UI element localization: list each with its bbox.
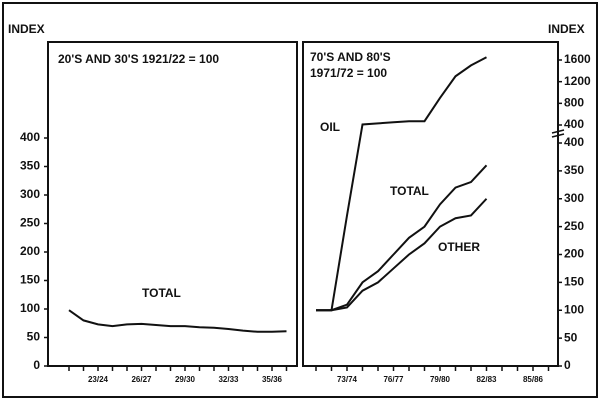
y-tick-label: 400 bbox=[564, 135, 584, 149]
panel-subtitle: 1971/72 = 100 bbox=[310, 66, 387, 80]
right-panel bbox=[302, 41, 559, 367]
y-tick-label: 150 bbox=[20, 273, 40, 287]
series-line bbox=[316, 198, 488, 312]
x-tick-label: 79/80 bbox=[430, 375, 451, 384]
x-tick-label: 35/36 bbox=[262, 375, 283, 384]
y-tick-label: 0 bbox=[33, 358, 40, 372]
y-tick-label: 350 bbox=[20, 159, 40, 173]
panel-title: 20'S AND 30'S 1921/22 = 100 bbox=[58, 52, 219, 66]
x-tick-label: 82/83 bbox=[476, 375, 497, 384]
panel-title: 70'S AND 80'S bbox=[310, 50, 391, 64]
series-label: TOTAL bbox=[390, 184, 429, 198]
axis-break bbox=[551, 133, 565, 138]
x-tick-label: 26/27 bbox=[131, 375, 152, 384]
y-axis-title: INDEX bbox=[8, 22, 45, 36]
y-tick-label: 250 bbox=[564, 219, 584, 233]
y-tick-label: 100 bbox=[20, 301, 40, 315]
x-tick-label: 32/33 bbox=[218, 375, 239, 384]
x-tick-label: 29/30 bbox=[175, 375, 196, 384]
x-tick-label: 85/86 bbox=[523, 375, 544, 384]
x-tick-label: 23/24 bbox=[88, 375, 109, 384]
y-tick-label: 50 bbox=[564, 330, 578, 344]
series-label: OIL bbox=[320, 120, 340, 134]
y-tick-label: 200 bbox=[564, 247, 584, 261]
y-axis-title: INDEX bbox=[548, 22, 585, 36]
series-line bbox=[316, 164, 488, 312]
axis-break bbox=[551, 129, 565, 134]
y-tick-label: 150 bbox=[564, 275, 584, 289]
series-line bbox=[68, 309, 287, 333]
y-tick-label: 800 bbox=[564, 96, 584, 110]
y-tick-label: 50 bbox=[27, 330, 41, 344]
x-tick-label: 76/77 bbox=[383, 375, 404, 384]
y-tick-label: 350 bbox=[564, 163, 584, 177]
y-tick-label: 100 bbox=[564, 302, 584, 316]
y-tick-label: 400 bbox=[20, 130, 40, 144]
series-line bbox=[316, 56, 487, 312]
x-tick-label: 73/74 bbox=[337, 375, 358, 384]
y-tick-label: 300 bbox=[20, 187, 40, 201]
y-tick-label: 0 bbox=[564, 358, 571, 372]
y-tick-label: 250 bbox=[20, 216, 40, 230]
left-panel bbox=[47, 41, 298, 367]
series-label: TOTAL bbox=[142, 286, 181, 300]
series-label: OTHER bbox=[438, 240, 480, 254]
y-tick-label: 1200 bbox=[564, 74, 591, 88]
y-tick-label: 400 bbox=[564, 117, 584, 131]
y-tick-label: 1600 bbox=[564, 52, 591, 66]
y-tick-label: 200 bbox=[20, 244, 40, 258]
y-tick-label: 300 bbox=[564, 191, 584, 205]
